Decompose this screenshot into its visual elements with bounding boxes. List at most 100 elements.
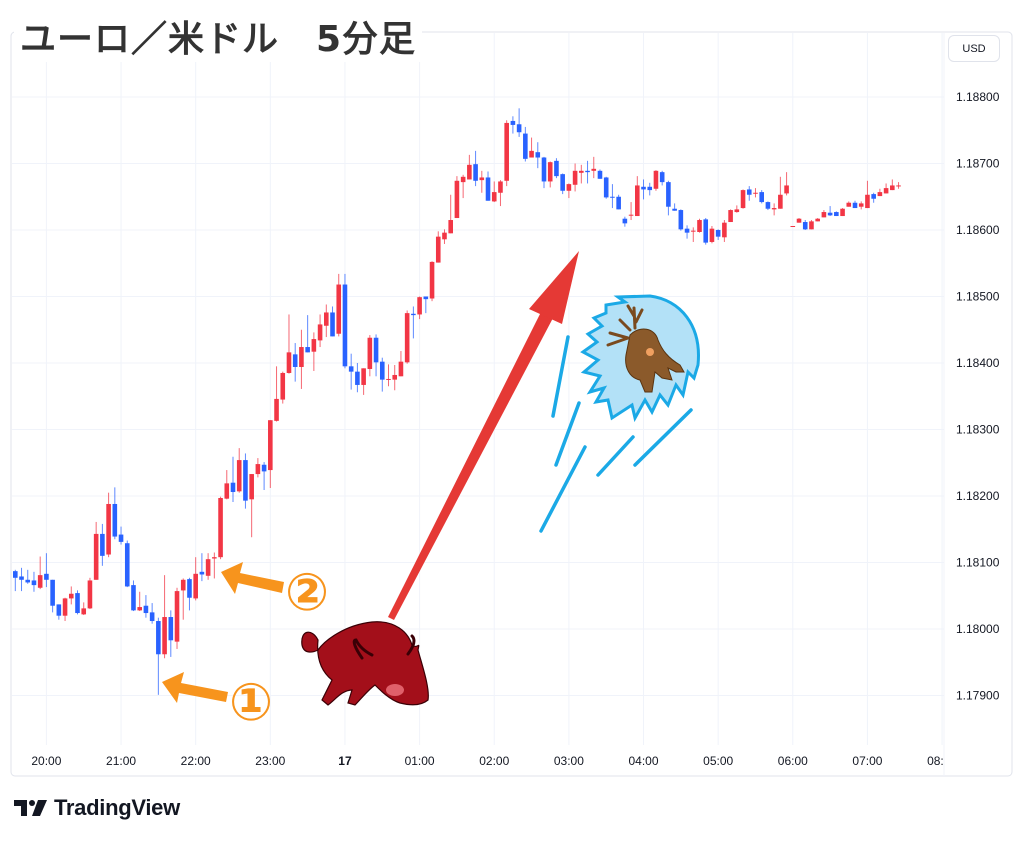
candle [485, 171, 491, 201]
candle [75, 590, 80, 615]
candle [697, 218, 702, 233]
candle [641, 179, 646, 200]
candle [579, 164, 584, 184]
candle [292, 343, 298, 382]
candle [529, 137, 534, 158]
grid-lines [12, 33, 945, 776]
price-tick-label: 1.18000 [956, 622, 1000, 636]
candle-body [778, 194, 783, 209]
candle-body [367, 337, 373, 369]
candle-body [75, 593, 80, 614]
candle [305, 315, 310, 353]
up-trend-arrow [388, 251, 579, 620]
candle-body [647, 186, 653, 191]
candle [429, 261, 435, 302]
time-tick-label: 01:00 [405, 754, 435, 768]
candle [218, 496, 223, 560]
candle-body [124, 543, 130, 587]
time-tick-label: 04:00 [629, 754, 659, 768]
candle-body [261, 464, 267, 472]
candle-body [87, 580, 93, 609]
candle [467, 154, 472, 180]
candle [790, 226, 796, 228]
candle [261, 462, 267, 491]
candle-body [510, 120, 516, 125]
candle-body [840, 208, 845, 217]
candle-body [100, 533, 105, 556]
candle [379, 357, 385, 392]
price-tick-label: 1.17900 [956, 689, 1000, 703]
time-tick-label: 20:00 [31, 754, 61, 768]
candle-body [790, 226, 796, 228]
price-axis[interactable]: 1.18800 1.18700 1.18600 1.18500 1.18400 1.183… [956, 90, 1000, 703]
candle-body [877, 192, 883, 197]
marker-arrow-2 [221, 562, 284, 594]
candle-body [815, 218, 820, 222]
candle-body [809, 221, 814, 230]
candle-body [890, 185, 895, 191]
candle [156, 617, 161, 695]
candle [827, 206, 833, 217]
candle [93, 521, 99, 580]
candle [224, 470, 230, 500]
time-tick-label: 06:00 [778, 754, 808, 768]
candle-body [255, 464, 261, 475]
price-tick-label: 1.18700 [956, 157, 1000, 171]
candle [106, 492, 111, 558]
time-tick-label: 22:00 [181, 754, 211, 768]
candle [230, 456, 236, 502]
candle [143, 595, 149, 618]
candle [890, 179, 895, 191]
candle-body [697, 220, 702, 232]
time-tick-label: 07:00 [852, 754, 882, 768]
candle [491, 181, 497, 203]
candle [703, 218, 709, 245]
candle [236, 448, 242, 493]
candle [628, 202, 634, 221]
candle [423, 296, 429, 314]
candle-body [753, 192, 758, 194]
candle-body [554, 160, 559, 177]
time-axis[interactable]: 20:00 21:00 22:00 23:00 17 01:00 02:00 03:00 04:… [31, 754, 957, 768]
candle [168, 610, 174, 657]
candle-body [622, 218, 628, 224]
candle-body [230, 482, 236, 493]
candle-body [398, 361, 404, 377]
candle [591, 156, 597, 179]
candle-body [560, 174, 565, 191]
candle-body [50, 579, 55, 606]
candle-body [44, 573, 49, 580]
speed-lines [539, 335, 693, 533]
candle-body [579, 170, 584, 173]
candle [361, 368, 366, 395]
candle-body [305, 347, 310, 353]
candle [715, 229, 721, 240]
candle-body [572, 170, 578, 185]
candle [50, 579, 55, 613]
candle-body [37, 575, 43, 588]
candle-body [423, 296, 429, 300]
candle [871, 192, 876, 203]
candle [659, 170, 665, 186]
candle-body [653, 170, 659, 189]
currency-button[interactable]: USD [948, 35, 1000, 62]
tradingview-logo[interactable]: TradingView [14, 795, 180, 821]
candle [87, 577, 93, 610]
candle-body [411, 313, 416, 316]
candle [610, 184, 615, 209]
candle [572, 163, 578, 192]
candle [541, 156, 547, 189]
candle [473, 150, 478, 187]
candle [622, 216, 628, 227]
candle [243, 453, 248, 509]
price-tick-label: 1.18500 [956, 290, 1000, 304]
candle [523, 126, 528, 162]
candle [504, 120, 509, 187]
candle-body [112, 503, 118, 537]
candle-body [585, 170, 590, 173]
candle [174, 587, 180, 649]
candle [31, 571, 37, 592]
candle [411, 306, 416, 339]
candle-body [373, 337, 379, 363]
